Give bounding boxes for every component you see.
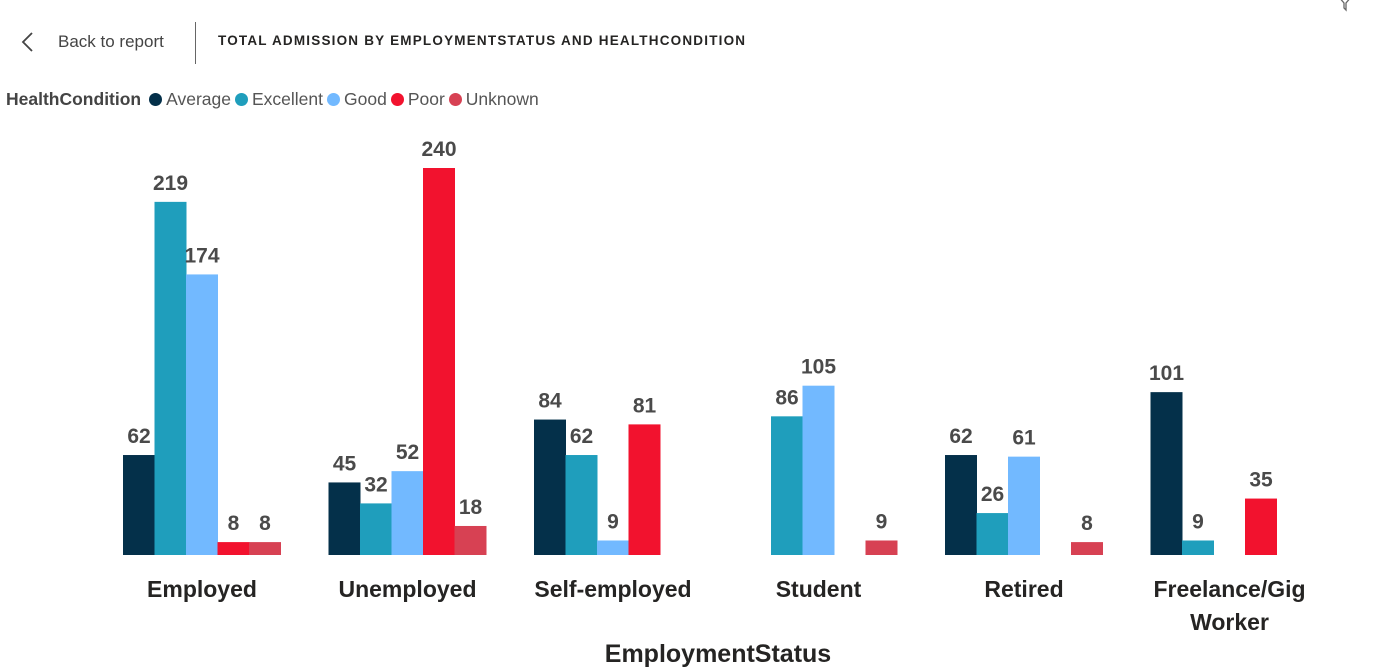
data-label: 101: [1149, 362, 1184, 385]
data-label: 86: [775, 386, 798, 409]
data-label: 240: [421, 138, 456, 161]
bar-student-good[interactable]: [802, 385, 835, 555]
data-label: 62: [570, 425, 593, 448]
legend-dot-icon: [235, 92, 248, 106]
x-tick-label: Unemployed: [338, 576, 476, 602]
data-label: 35: [1249, 469, 1273, 492]
report-header: Back to report TOTAL ADMISSION BY EMPLOY…: [0, 0, 1400, 84]
data-label: 62: [949, 425, 972, 448]
x-tick-label: Freelance/Gig: [1153, 576, 1305, 602]
bar-student-unknown[interactable]: [865, 540, 898, 555]
bar-self-employed-good[interactable]: [597, 540, 629, 555]
data-label: 8: [1081, 512, 1093, 535]
bar-employed-good[interactable]: [186, 274, 218, 555]
data-label: 81: [633, 394, 657, 417]
data-label: 45: [333, 452, 357, 475]
bar-self-employed-average[interactable]: [534, 419, 566, 555]
legend-item-poor[interactable]: Poor: [390, 88, 445, 110]
bar-unemployed-good[interactable]: [391, 471, 424, 555]
data-label: 18: [459, 496, 483, 519]
bar-freelance-gig-worker-poor[interactable]: [1245, 498, 1277, 555]
data-label: 61: [1012, 427, 1036, 450]
legend-label: Average: [166, 88, 231, 109]
bar-freelance-gig-worker-average[interactable]: [1150, 392, 1183, 555]
legend-item-good[interactable]: Good: [327, 89, 387, 110]
data-label: 9: [876, 510, 888, 533]
bar-retired-average[interactable]: [945, 455, 977, 555]
x-axis-title: EmploymentStatus: [605, 640, 831, 668]
data-label: 52: [396, 441, 419, 464]
back-to-report-button[interactable]: Back to report: [18, 26, 164, 58]
bar-employed-poor[interactable]: [217, 542, 250, 555]
x-tick-label: Employed: [147, 576, 257, 602]
data-label: 219: [153, 172, 188, 195]
legend-item-unknown[interactable]: Unknown: [448, 88, 539, 110]
filter-icon[interactable]: [1336, 0, 1354, 12]
legend-label: Excellent: [252, 88, 324, 109]
data-label: 105: [801, 356, 836, 379]
data-label: 9: [1192, 510, 1204, 533]
legend-title: HealthCondition: [6, 88, 142, 109]
bar-unemployed-unknown[interactable]: [454, 525, 487, 555]
data-label: 8: [228, 512, 240, 535]
back-label: Back to report: [58, 32, 164, 51]
data-label: 9: [607, 510, 619, 533]
data-label: 32: [364, 473, 387, 496]
bar-unemployed-average[interactable]: [328, 482, 361, 555]
bar-employed-average[interactable]: [123, 455, 155, 555]
legend-item-excellent[interactable]: Excellent: [235, 89, 323, 110]
legend-dot-icon: [448, 92, 462, 106]
legend-dot-icon: [149, 92, 163, 106]
data-label: 26: [981, 483, 1004, 506]
legend-label: Unknown: [465, 88, 539, 109]
bar-self-employed-excellent[interactable]: [565, 455, 598, 555]
legend-dot-icon: [327, 92, 341, 106]
data-label: 62: [127, 425, 150, 448]
bar-retired-excellent[interactable]: [976, 513, 1009, 555]
data-label: 8: [259, 512, 271, 535]
bar-freelance-gig-worker-excellent[interactable]: [1182, 540, 1214, 555]
bar-student-excellent[interactable]: [771, 416, 803, 555]
page-title: TOTAL ADMISSION BY EMPLOYMENTSTATUS AND …: [218, 33, 747, 48]
bar-unemployed-poor[interactable]: [423, 168, 455, 555]
bar-employed-unknown[interactable]: [249, 542, 281, 555]
x-tick-label: Self-employed: [534, 576, 691, 602]
legend-label: Good: [344, 88, 387, 109]
bar-retired-good[interactable]: [1008, 456, 1040, 555]
chevron-left-icon: [21, 32, 33, 52]
header-divider: [195, 22, 196, 64]
bar-employed-excellent[interactable]: [154, 201, 187, 556]
legend-label: Poor: [407, 88, 445, 109]
bar-self-employed-poor[interactable]: [628, 424, 661, 555]
data-label: 84: [538, 390, 562, 413]
x-tick-label: Worker: [1190, 609, 1269, 635]
bar-unemployed-excellent[interactable]: [360, 503, 392, 555]
chart-legend: HealthCondition Average Excellent Good Poor…: [6, 87, 543, 111]
bar-retired-unknown[interactable]: [1071, 542, 1103, 555]
legend-dot-icon: [390, 92, 404, 106]
data-label: 174: [184, 244, 219, 267]
x-tick-label: Student: [776, 576, 862, 602]
legend-item-average[interactable]: Average: [149, 89, 231, 110]
more-options-icon[interactable]: ⋯: [1370, 0, 1391, 11]
x-tick-label: Retired: [984, 576, 1063, 602]
